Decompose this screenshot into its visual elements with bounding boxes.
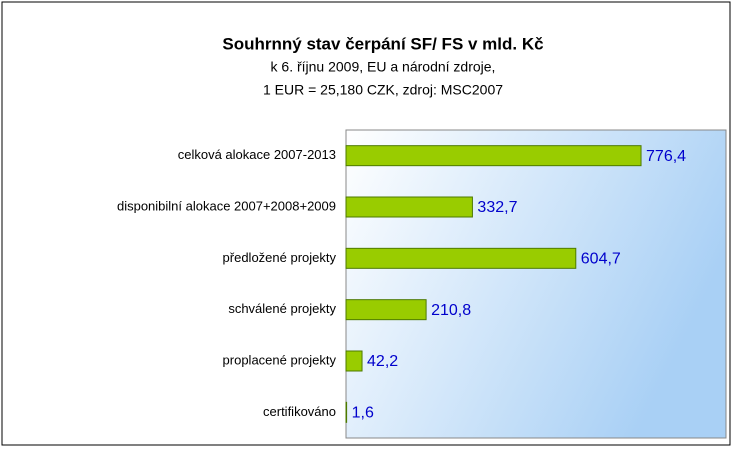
y-tick-label: disponibilní alokace 2007+2008+2009 [117,198,336,213]
chart-subtitle: k 6. říjnu 2009, EU a národní zdroje, [271,59,496,75]
data-label: 332,7 [477,199,517,216]
data-label: 776,4 [646,148,686,165]
plot-area [345,129,727,439]
y-tick-label: schválené projekty [228,301,336,316]
chart-title: Souhrnný stav čerpání SF/ FS v mld. Kč [222,34,543,53]
data-label: 604,7 [581,251,621,268]
data-label: 42,2 [367,353,398,370]
bar [345,145,642,167]
bar [345,401,348,423]
bar [345,247,577,269]
y-tick-label: celková alokace 2007-2013 [178,147,336,162]
y-tick-label: certifikováno [263,404,336,419]
bar [345,196,473,218]
bar [345,299,427,321]
bar [345,350,363,372]
y-tick-label: předložené projekty [223,250,337,265]
data-label: 1,6 [352,405,374,422]
data-label: 210,8 [431,302,471,319]
y-tick-label: proplacené projekty [223,352,337,367]
chart-subtitle: 1 EUR = 25,180 CZK, zdroj: MSC2007 [263,82,503,98]
